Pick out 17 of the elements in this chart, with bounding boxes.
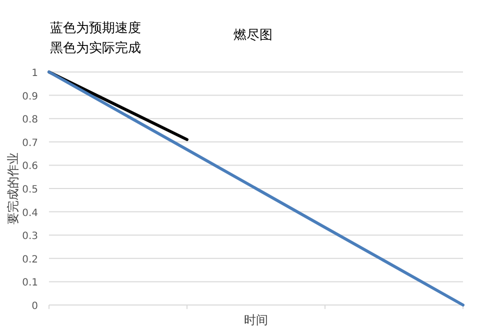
y-tick-label: 0.4 [22, 208, 38, 219]
y-tick-label: 0.8 [22, 114, 38, 126]
y-tick-label: 0.6 [22, 161, 38, 172]
chart-title: 燃尽图 [234, 28, 272, 43]
text: 蓝色为预期速度 [50, 20, 141, 36]
y-tick-label: 1 [32, 68, 38, 79]
text: 黑色为实际完成 [50, 40, 141, 56]
y-tick-label: 0.9 [22, 91, 38, 102]
y-tick-label: 0.3 [22, 231, 38, 242]
y-axis-title: 要完成的作业 [6, 152, 20, 224]
y-tick-label: 0.1 [22, 278, 38, 289]
x-axis-title: 时间 [244, 313, 268, 327]
line-series [48, 70, 464, 306]
y-tick-label: 0.2 [22, 254, 38, 266]
y-tick-label: 0 [32, 301, 38, 312]
y-tick-label: 0.5 [22, 184, 38, 196]
y-tick-label: 0.7 [22, 138, 38, 149]
